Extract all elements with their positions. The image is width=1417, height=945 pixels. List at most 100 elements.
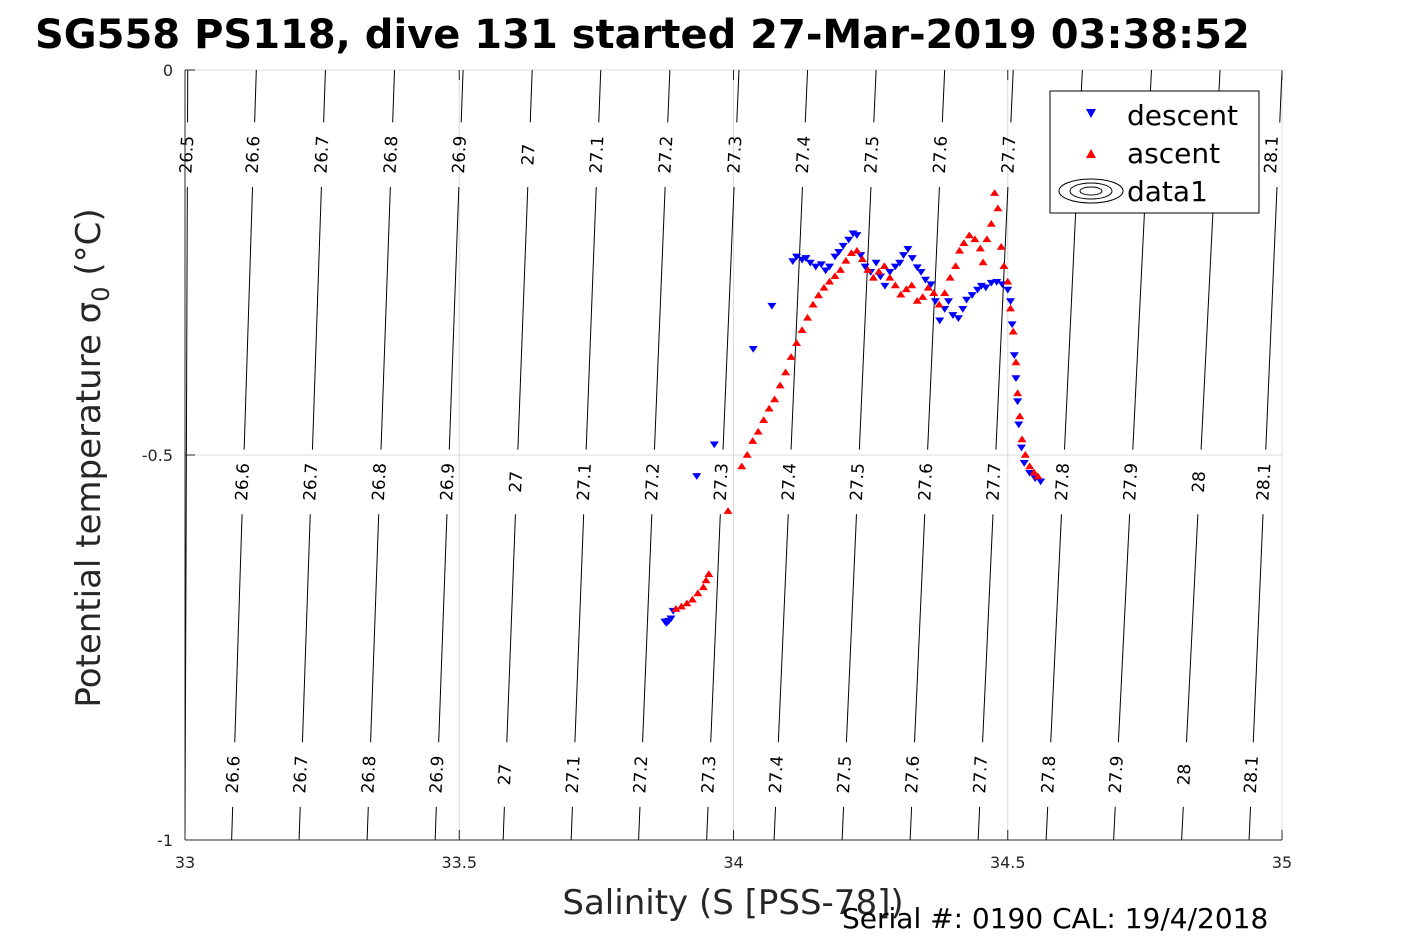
ascent-point: [951, 262, 961, 270]
x-tick-label: 33: [175, 853, 195, 872]
density-contour-line: [773, 806, 777, 841]
ascent-point: [982, 235, 992, 243]
ascent-point: [808, 300, 818, 308]
density-contour-line: [529, 69, 533, 123]
density-contour-label: 27.1: [587, 135, 609, 174]
descent-point: [912, 264, 922, 272]
descent-point: [1011, 375, 1021, 383]
descent-point: [852, 232, 862, 239]
y-axis-ticks: 0 -0.5 -1: [142, 61, 195, 850]
legend-box: [1049, 90, 1260, 214]
density-contour-label: 27.7: [984, 463, 1006, 502]
descent-point: [981, 284, 991, 292]
ascent-point: [803, 313, 813, 321]
density-contour-line: [1186, 514, 1199, 743]
density-contour-label: 27.1: [574, 463, 596, 502]
density-contour-line: [858, 187, 872, 450]
ascent-point: [964, 231, 974, 239]
density-contour-label: 27.6: [930, 135, 952, 174]
descent-point: [824, 263, 834, 271]
density-contour-label: 27.6: [915, 463, 937, 502]
ascent-point: [986, 219, 996, 227]
ascent-point: [830, 272, 840, 280]
density-contour-label: 27.4: [766, 755, 788, 794]
ascent-point: [954, 246, 964, 254]
ascent-point: [1003, 277, 1013, 285]
density-contour-line: [736, 69, 740, 123]
descent-point: [926, 281, 936, 289]
ascent-point: [1020, 450, 1030, 458]
density-contour-label: 28.1: [1253, 463, 1275, 502]
ascent-point: [786, 353, 796, 360]
descent-point: [1005, 298, 1015, 306]
descent-point: [1025, 470, 1035, 477]
ascent-point: [701, 576, 711, 584]
density-contour-label: 26.6: [223, 755, 245, 794]
density-contour-line: [366, 806, 369, 841]
ascent-point: [852, 246, 862, 254]
ascent-point: [940, 289, 950, 296]
density-contour-line: [1265, 187, 1278, 450]
ascent-point: [868, 273, 878, 281]
ascent-point: [912, 296, 922, 304]
ascent-point: [885, 273, 895, 281]
ascent-point: [879, 262, 889, 270]
x-axis-label: Salinity (S [PSS-78]): [562, 883, 903, 923]
density-contour-label: 27.8: [1038, 755, 1060, 794]
ascent-point: [1011, 358, 1021, 366]
density-contour-label: 27.7: [970, 755, 992, 794]
ascent-point: [797, 326, 807, 333]
density-contour-line: [790, 187, 803, 450]
density-contour-line: [234, 514, 243, 743]
descent-point: [1007, 321, 1017, 329]
descent-point: [1009, 352, 1019, 359]
x-axis-ticks: 33 33.5 34 34.5 35: [175, 70, 1292, 872]
density-contour-line: [570, 806, 573, 841]
descent-point: [767, 302, 777, 310]
legend-label-data1: data1: [1127, 175, 1208, 208]
ascent-point: [671, 604, 681, 612]
descent-point: [748, 346, 758, 353]
descent-point: [885, 269, 895, 276]
density-contour-label: 27.9: [1106, 755, 1128, 794]
descent-point: [940, 306, 950, 313]
density-contour-line: [254, 69, 257, 123]
density-contour-label: 27.2: [630, 755, 652, 794]
density-contour-label: 27.5: [861, 135, 883, 174]
ascent-point: [970, 235, 980, 243]
ascent-point: [975, 244, 985, 252]
density-contour-line: [380, 187, 391, 450]
descent-point: [792, 253, 802, 261]
descent-point: [834, 249, 844, 256]
density-contour-line: [502, 806, 505, 841]
density-contour-line: [585, 187, 597, 450]
density-contour-line: [1117, 514, 1131, 743]
density-contour-label: 27.3: [698, 755, 720, 794]
density-contour-label: 27.2: [655, 135, 677, 174]
descent-point: [1019, 460, 1029, 467]
density-contour-label: 27.2: [642, 463, 664, 502]
ascent-point: [841, 256, 851, 264]
chart-title: SG558 PS118, dive 131 started 27-Mar-201…: [35, 12, 1250, 58]
density-contour-line: [574, 514, 585, 743]
density-contour-line: [370, 514, 380, 743]
density-contour-label: 26.8: [369, 463, 391, 502]
density-contour-label: 27.5: [834, 755, 856, 794]
density-contour-line: [1045, 806, 1049, 841]
ascent-point: [764, 404, 774, 412]
descent-point: [935, 317, 945, 325]
density-contour-line: [914, 514, 926, 743]
density-contour-label: 26.6: [232, 463, 254, 502]
ascent-point: [907, 281, 917, 289]
descent-point: [1003, 286, 1013, 294]
density-contour-line: [231, 806, 234, 841]
density-contour-line: [1252, 514, 1264, 743]
density-contour-label: 26.9: [437, 463, 459, 502]
descent-point: [875, 273, 885, 281]
ascent-point: [775, 381, 785, 389]
descent-point: [860, 263, 870, 271]
descent-point: [830, 253, 840, 261]
descent-point: [962, 296, 972, 304]
ascent-point: [1013, 389, 1023, 397]
density-contour-label: 27: [506, 471, 527, 494]
